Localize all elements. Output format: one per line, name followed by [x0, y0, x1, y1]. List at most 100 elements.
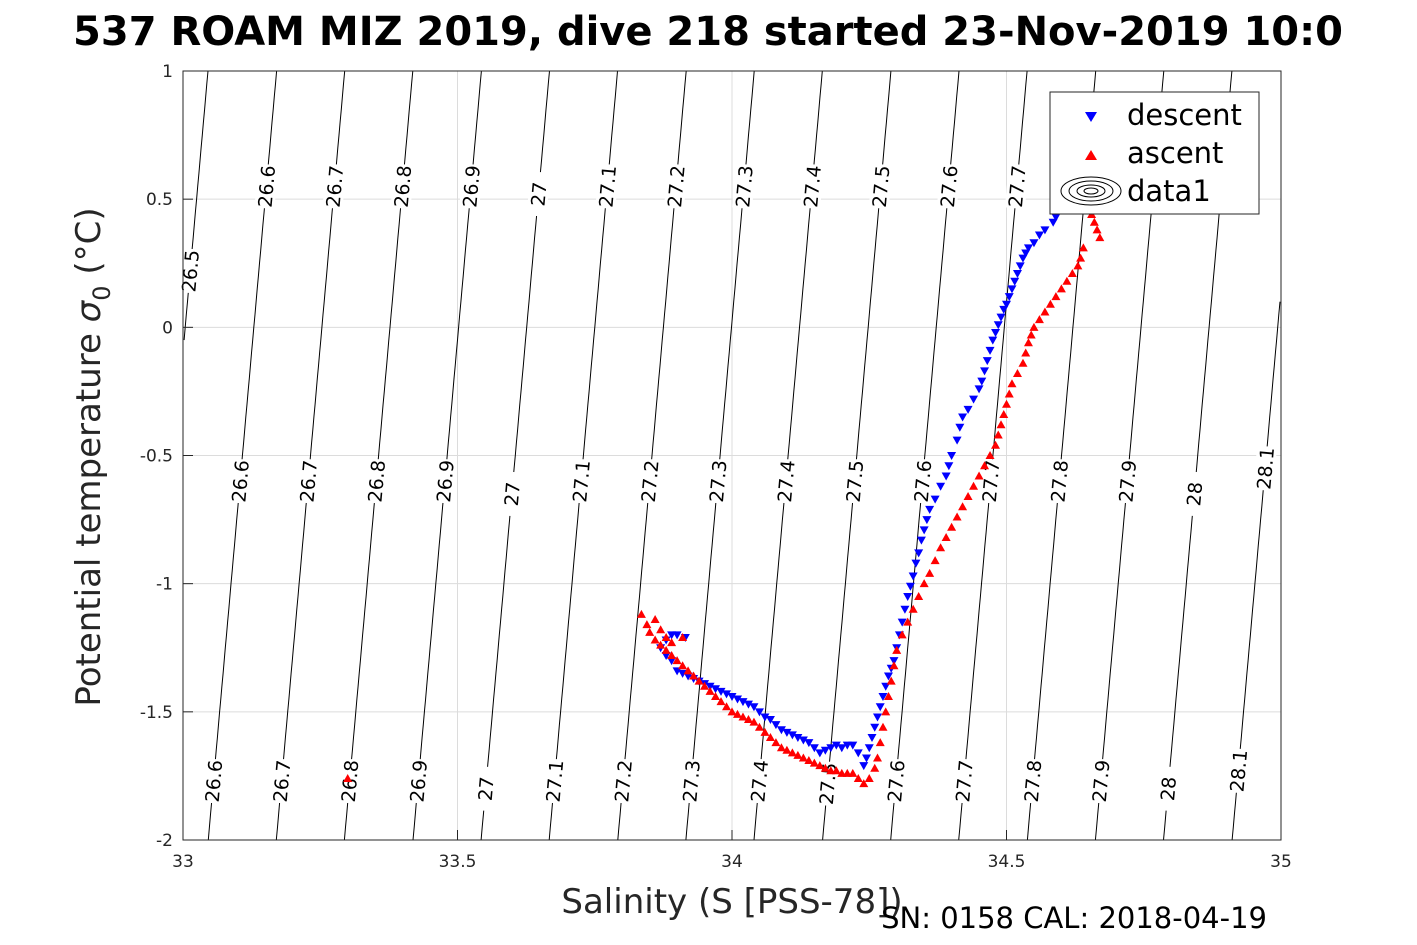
ascent-marker — [999, 409, 1009, 418]
descent-marker — [875, 703, 885, 712]
ascent-marker — [678, 632, 688, 641]
ascent-marker — [936, 543, 946, 552]
contour-label: 27.8 — [1021, 759, 1047, 803]
descent-marker — [980, 367, 990, 376]
ascent-marker — [1021, 348, 1031, 357]
ascent-marker — [650, 615, 660, 624]
ascent-marker — [853, 773, 863, 782]
y-tick-label: -2 — [156, 831, 173, 851]
descent-marker — [944, 462, 954, 471]
contour-label: 27.3 — [679, 759, 705, 803]
ascent-marker — [645, 627, 655, 636]
descent-marker — [1010, 277, 1020, 286]
ascent-marker — [897, 630, 907, 639]
x-tick-label: 33.5 — [439, 852, 477, 872]
ascent-marker — [1073, 261, 1083, 270]
ascent-marker — [985, 451, 995, 459]
contour-line — [183, 70, 209, 341]
contour-label-mask — [978, 458, 1003, 504]
descent-marker — [911, 559, 921, 568]
descent-marker — [771, 721, 781, 730]
contour-label: 26.9 — [406, 759, 432, 803]
descent-marker — [982, 357, 992, 366]
contour-label: 26.6 — [255, 164, 281, 208]
y-tick-label: 0 — [162, 318, 173, 338]
contour-label: 27.7 — [1005, 164, 1031, 208]
ascent-marker — [754, 722, 764, 731]
contour-label: 27.9 — [1089, 759, 1115, 803]
contour-label-mask — [732, 163, 756, 210]
descent-marker — [667, 657, 677, 666]
contour-label: 27 — [527, 181, 551, 207]
ascent-marker — [1026, 330, 1036, 339]
descent-marker — [925, 505, 935, 514]
descent-marker — [974, 385, 984, 394]
descent-marker — [1015, 262, 1025, 271]
ascent-marker — [667, 638, 677, 647]
descent-marker — [738, 698, 748, 707]
legend-data1-label: data1 — [1127, 174, 1211, 208]
ascent-marker — [656, 625, 666, 634]
ascent-marker — [878, 722, 888, 731]
ascent-marker — [1029, 322, 1039, 331]
contour-label: 27.5 — [843, 459, 869, 503]
ascent-marker — [798, 753, 808, 762]
contour-label-mask — [569, 458, 593, 504]
descent-marker — [782, 728, 792, 737]
ascent-marker — [1092, 225, 1102, 234]
descent-marker — [760, 713, 770, 722]
descent-marker — [853, 749, 863, 758]
ascent-series — [343, 204, 1105, 788]
ascent-marker — [1012, 368, 1022, 377]
descent-marker — [727, 692, 737, 701]
contour-label-mask — [473, 765, 498, 812]
descent-marker — [985, 346, 995, 355]
ascent-marker — [776, 743, 786, 752]
ascent-marker — [908, 604, 918, 613]
contour-label-mask — [390, 163, 415, 210]
descent-marker — [809, 744, 819, 753]
descent-marker — [955, 423, 965, 432]
contour-label-mask — [228, 458, 253, 504]
descent-marker — [749, 703, 759, 712]
ascent-marker — [883, 691, 893, 700]
contour-label: 27.3 — [706, 459, 732, 503]
ascent-marker — [881, 707, 891, 716]
descent-marker — [787, 731, 797, 740]
descent-marker — [831, 741, 841, 750]
legend-box — [1049, 91, 1260, 215]
ascent-marker — [837, 768, 847, 777]
contour-label: 27.4 — [774, 459, 800, 503]
contour-label: 26.8 — [364, 459, 390, 503]
x-axis-ticks: 33 33.5 34 34.5 35 — [172, 830, 1292, 872]
y-tick-label: -1.5 — [140, 703, 173, 723]
ascent-marker — [1078, 243, 1088, 252]
descent-marker — [672, 631, 682, 640]
descent-marker — [1012, 270, 1022, 279]
descent-marker — [991, 328, 1001, 337]
contour-label: 26.7 — [296, 459, 322, 503]
legend: descent ascent data1 — [1049, 91, 1260, 215]
y-axis-label-main: Potential temperature — [69, 322, 109, 706]
ascent-marker — [993, 430, 1003, 439]
descent-marker — [683, 672, 693, 681]
contour-label: 26.6 — [228, 459, 254, 503]
descent-marker — [988, 336, 998, 345]
contour-label: 27.9 — [1116, 459, 1142, 503]
descent-marker — [881, 682, 891, 691]
descent-marker — [1002, 300, 1011, 309]
descent-marker — [963, 405, 973, 414]
descent-marker — [870, 723, 880, 732]
contour-label-mask — [611, 758, 635, 804]
ascent-marker — [760, 727, 770, 736]
contour-label-mask — [637, 458, 662, 504]
ascent-marker — [919, 579, 929, 588]
contour-label: 27.5 — [869, 164, 895, 208]
descent-marker — [922, 516, 932, 525]
ascent-marker — [991, 440, 1001, 449]
ascent-marker — [947, 522, 957, 531]
ascent-marker — [804, 756, 814, 765]
contour-label-mask — [499, 471, 524, 517]
descent-marker — [905, 582, 915, 591]
ascent-marker — [870, 763, 880, 772]
